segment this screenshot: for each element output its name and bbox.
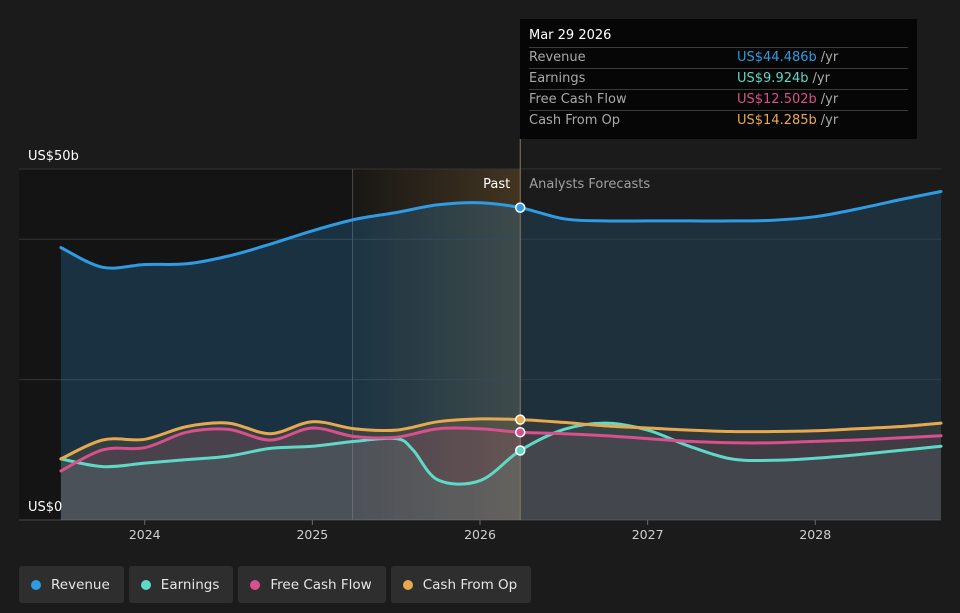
legend-label: Free Cash Flow	[270, 576, 372, 593]
x-tick-label: 2028	[799, 527, 831, 542]
forecast-label: Analysts Forecasts	[529, 177, 650, 192]
cash-from-op-marker	[514, 414, 526, 425]
cash-from-op-line	[59, 417, 943, 461]
tooltip-row-earnings: Earnings US$9.924b /yr	[529, 68, 908, 89]
series-lines	[59, 190, 943, 486]
series-areas	[60, 169, 941, 520]
y-tick-label-top: US$50b	[28, 149, 79, 164]
x-tick-label: 2024	[129, 527, 161, 542]
cash-from-op-area	[60, 418, 941, 520]
legend-label: Earnings	[160, 576, 220, 593]
y-tick-label-bottom: US$0	[28, 500, 62, 515]
free-cash-flow-dot-icon	[250, 579, 261, 590]
tooltip-label: Free Cash Flow	[529, 92, 627, 107]
x-tick-label: 2025	[296, 527, 328, 542]
tooltip-value: US$44.486b	[737, 50, 817, 65]
tooltip-label: Earnings	[529, 71, 586, 86]
earnings-area	[60, 423, 941, 520]
tooltip-row-revenue: Revenue US$44.486b /yr	[529, 47, 908, 68]
x-tick-label: 2027	[632, 527, 664, 542]
tooltip-value: US$9.924b	[737, 71, 809, 86]
past-highlight-band	[352, 169, 521, 520]
revenue-line	[59, 190, 943, 270]
tooltip-row-free-cash-flow: Free Cash Flow US$12.502b /yr	[529, 89, 908, 110]
tooltip-label: Revenue	[529, 50, 586, 65]
earnings-line	[59, 421, 943, 486]
legend-item-free-cash-flow[interactable]: Free Cash Flow	[238, 566, 386, 603]
cash-from-op-dot-icon	[402, 579, 413, 590]
axis-labels: US$50b US$0 Past Analysts Forecasts	[28, 149, 650, 515]
tooltip-unit: /yr	[812, 71, 830, 86]
x-axis-ticks: 2024 2025 2026 2027 2028	[129, 520, 831, 542]
free-cash-flow-marker	[514, 427, 526, 438]
hover-tooltip: Mar 29 2026 Revenue US$44.486b /yr Earni…	[520, 19, 917, 139]
tooltip-unit: /yr	[820, 50, 839, 65]
legend-label: Revenue	[51, 576, 110, 593]
revenue-dot-icon	[31, 579, 41, 590]
chart-canvas: US$50b US$0 Past Analysts Forecasts 2024…	[19, 139, 943, 542]
legend-item-cash-from-op[interactable]: Cash From Op	[390, 566, 532, 603]
legend-label: Cash From Op	[422, 576, 518, 593]
tooltip-row-cash-from-op: Cash From Op US$14.285b /yr	[529, 110, 908, 131]
earnings-dot-icon	[140, 579, 151, 590]
legend-item-revenue[interactable]: Revenue	[19, 566, 124, 603]
tooltip-label: Cash From Op	[529, 113, 621, 128]
tooltip-date: Mar 29 2026	[529, 28, 612, 43]
free-cash-flow-line	[59, 426, 943, 473]
revenue-marker	[514, 202, 526, 213]
free-cash-flow-area	[60, 427, 941, 520]
tooltip-unit: /yr	[820, 113, 839, 128]
x-tick-label: 2026	[464, 527, 496, 542]
hover-markers	[514, 202, 526, 456]
tooltip-value: US$12.502b	[737, 92, 817, 107]
forecast-dim-overlay	[520, 169, 941, 520]
past-label: Past	[483, 177, 510, 192]
legend-item-earnings[interactable]: Earnings	[128, 566, 234, 603]
chart-legend: Revenue Earnings Free Cash Flow Cash Fro…	[19, 566, 532, 603]
tooltip-unit: /yr	[820, 92, 839, 107]
tooltip-value: US$14.285b	[737, 113, 817, 128]
earnings-marker	[514, 445, 526, 456]
